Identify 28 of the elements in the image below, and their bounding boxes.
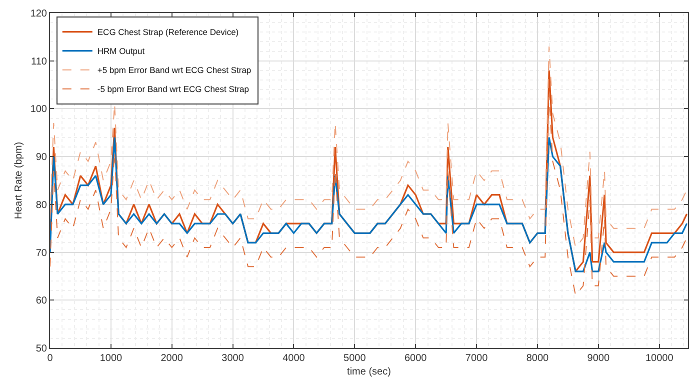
- x-tick-label: 8000: [526, 353, 550, 364]
- line-series: [50, 94, 688, 296]
- x-tick-label: 10000: [645, 353, 674, 364]
- x-tick-label: 6000: [404, 353, 428, 364]
- y-tick-label: 50: [36, 344, 48, 354]
- y-tick-label: 110: [31, 56, 48, 68]
- line-series: [50, 136, 688, 272]
- legend-label: HRM Output: [97, 46, 146, 56]
- line-series: [50, 46, 688, 248]
- y-axis-title: Heart Rate (bpm): [13, 142, 24, 220]
- y-tick-label: 60: [36, 296, 48, 307]
- legend-label: ECG Chest Strap (Reference Device): [97, 27, 239, 38]
- y-tick-label: 100: [30, 104, 48, 116]
- y-tick-label: 70: [36, 248, 48, 259]
- x-tick-label: 5000: [344, 353, 366, 364]
- y-tick-label: 120: [30, 8, 48, 20]
- x-tick-label: 0: [47, 353, 54, 364]
- x-tick-label: 2000: [160, 353, 184, 364]
- x-tick-label: 7000: [465, 353, 488, 364]
- legend-label: +5 bpm Error Band wrt ECG Chest Strap: [97, 65, 252, 76]
- y-tick-label: 80: [36, 200, 48, 211]
- x-tick-label: 4000: [282, 353, 306, 364]
- y-tick-label: 90: [36, 152, 48, 164]
- x-tick-label: 3000: [222, 353, 244, 364]
- x-tick-label: 1000: [100, 353, 122, 364]
- x-axis-title: time (sec): [347, 366, 391, 378]
- x-tick-label: 9000: [587, 353, 610, 364]
- legend-label: -5 bpm Error Band wrt ECG Chest Strap: [97, 84, 250, 94]
